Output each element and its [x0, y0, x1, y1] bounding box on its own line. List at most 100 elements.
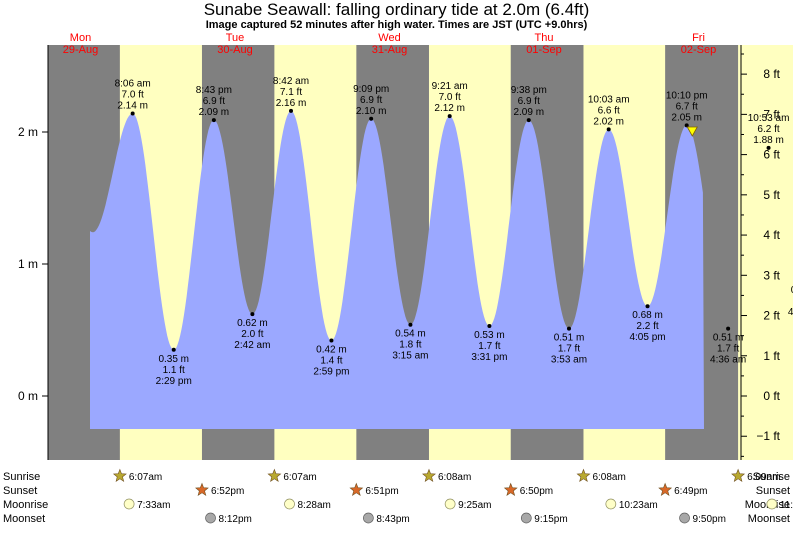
sunrise-time: 6:08am [438, 472, 471, 483]
row-label-left: Moonset [3, 513, 45, 525]
tide-m-label: 2.05 m [671, 112, 702, 123]
tide-time-label: 10:03 am [588, 94, 630, 105]
day-date: 30-Aug [217, 44, 252, 56]
tide-ft-label: 7.1 ft [280, 87, 302, 98]
tide-ft-label: 6.9 ft [360, 95, 382, 106]
tide-point [329, 338, 334, 343]
tide-time-label: 2:59 pm [313, 367, 349, 378]
tide-point [526, 118, 531, 123]
tide-ft-label: 1.1 ft [163, 365, 185, 376]
sunset-time: 6:52pm [211, 486, 244, 497]
sunrise-time: 6:07am [283, 472, 316, 483]
tide-m-label: 0.51 m [554, 333, 585, 344]
tide-time-label: 4:36 am [710, 355, 746, 366]
tide-time-label: 8:42 am [273, 76, 309, 87]
sunrise-icon [267, 468, 282, 482]
left-tick-label: 0 m [18, 389, 38, 403]
tide-m-label: 0.54 m [395, 329, 426, 340]
tide-area [90, 110, 704, 430]
tide-time-label: 9:09 pm [353, 84, 389, 95]
moonset-time: 8:12pm [219, 514, 252, 525]
right-tick-label: 5 ft [763, 188, 780, 202]
tide-point [447, 114, 452, 119]
moonset-time: 9:50pm [693, 514, 726, 525]
tide-point [684, 123, 689, 128]
tide-m-label: 2.02 m [593, 116, 624, 127]
tide-curve [90, 110, 704, 430]
chart-subtitle: Image captured 52 minutes after high wat… [205, 19, 588, 31]
moonrise-icon [284, 498, 295, 510]
row-label-left: Sunset [3, 485, 37, 497]
tide-m-label: 2.16 m [276, 98, 307, 109]
daylight-band [738, 45, 793, 460]
tide-time-label: 8:06 am [115, 79, 151, 90]
tide-ft-label: 1.7 ft [558, 344, 580, 355]
sunset-time: 6:51pm [365, 486, 398, 497]
tide-point [289, 108, 294, 113]
tide-m-label: 0.51 m [713, 333, 744, 344]
tide-m-label: 0.87 m [791, 285, 793, 296]
tide-m-label: 0.53 m [474, 330, 505, 341]
tide-time-label: 3:15 am [392, 351, 428, 362]
tide-m-label: 0.68 m [632, 310, 663, 321]
sunset-time: 6:49pm [674, 486, 707, 497]
moonset-icon [363, 512, 374, 524]
tide-ft-label: 7.0 ft [122, 90, 144, 101]
sunset-icon [349, 482, 364, 496]
tide-time-label: 2:42 am [234, 340, 270, 351]
sunrise-icon [731, 468, 746, 482]
day-date: 01-Sep [526, 44, 561, 56]
chart-title: Sunabe Seawall: falling ordinary tide at… [203, 0, 590, 19]
tide-m-label: 2.12 m [434, 103, 465, 114]
tide-point [250, 312, 255, 317]
tide-time-label: 4:42 pm [788, 307, 793, 318]
moonrise-time: 7:33am [137, 500, 170, 511]
day-date: 02-Sep [681, 44, 716, 56]
tide-ft-label: 7.0 ft [439, 92, 461, 103]
day-labels: Sun28-AugMon29-AugTue30-AugWed31-AugThu0… [63, 32, 716, 56]
tide-ft-label: 6.9 ft [203, 96, 225, 107]
sunrise-icon [422, 468, 436, 482]
left-tick-label: 2 m [18, 125, 38, 139]
moonrise-time: 9:25am [458, 500, 491, 511]
astronomy-rows: SunriseSunriseSunsetSunsetMoonriseMoonri… [3, 468, 793, 525]
tide-ft-label: 6.9 ft [518, 96, 540, 107]
moonrise-icon [123, 498, 135, 510]
tide-m-label: 0.42 m [316, 345, 347, 356]
moonset-icon [205, 512, 216, 524]
right-tick-label: 0 ft [763, 389, 780, 403]
sunset-icon [503, 482, 518, 496]
day-name: Wed [378, 32, 400, 44]
tide-point [211, 118, 216, 123]
sunrise-icon [112, 468, 127, 482]
sunset-icon [195, 482, 209, 496]
tide-point [487, 324, 492, 329]
sunset-icon [658, 482, 673, 496]
moonset-icon [679, 512, 690, 524]
tide-m-label: 0.35 m [158, 354, 189, 365]
tide-time-label: 3:53 am [551, 355, 587, 366]
day-name: Fri [692, 32, 705, 44]
moonrise-time: 11:24am [780, 500, 793, 511]
tide-time-label: 3:31 pm [471, 352, 507, 363]
tide-m-label: 1.88 m [753, 135, 784, 146]
moonset-icon [520, 512, 532, 524]
right-tick-label: 1 ft [763, 349, 780, 363]
tide-time-label: 10:10 pm [666, 90, 708, 101]
current-tide-marker [686, 126, 698, 137]
moonrise-time: 8:28am [298, 500, 331, 511]
sunrise-time: 6:08am [592, 472, 625, 483]
tide-point [408, 322, 413, 327]
day-date: 29-Aug [63, 44, 98, 56]
right-tick-label: 3 ft [763, 268, 780, 282]
moonset-time: 8:43pm [376, 514, 409, 525]
day-name: Tue [226, 32, 245, 44]
tide-time-label: 10:53 am [748, 113, 790, 124]
tide-ft-label: 1.7 ft [717, 344, 739, 355]
tide-ft-label: 1.8 ft [399, 340, 421, 351]
tide-m-label: 0.62 m [237, 318, 268, 329]
tide-m-label: 2.09 m [513, 107, 544, 118]
tide-m-label: 2.09 m [199, 107, 230, 118]
tide-ft-label: 2.0 ft [241, 329, 263, 340]
right-tick-label: 7 ft [763, 107, 780, 121]
